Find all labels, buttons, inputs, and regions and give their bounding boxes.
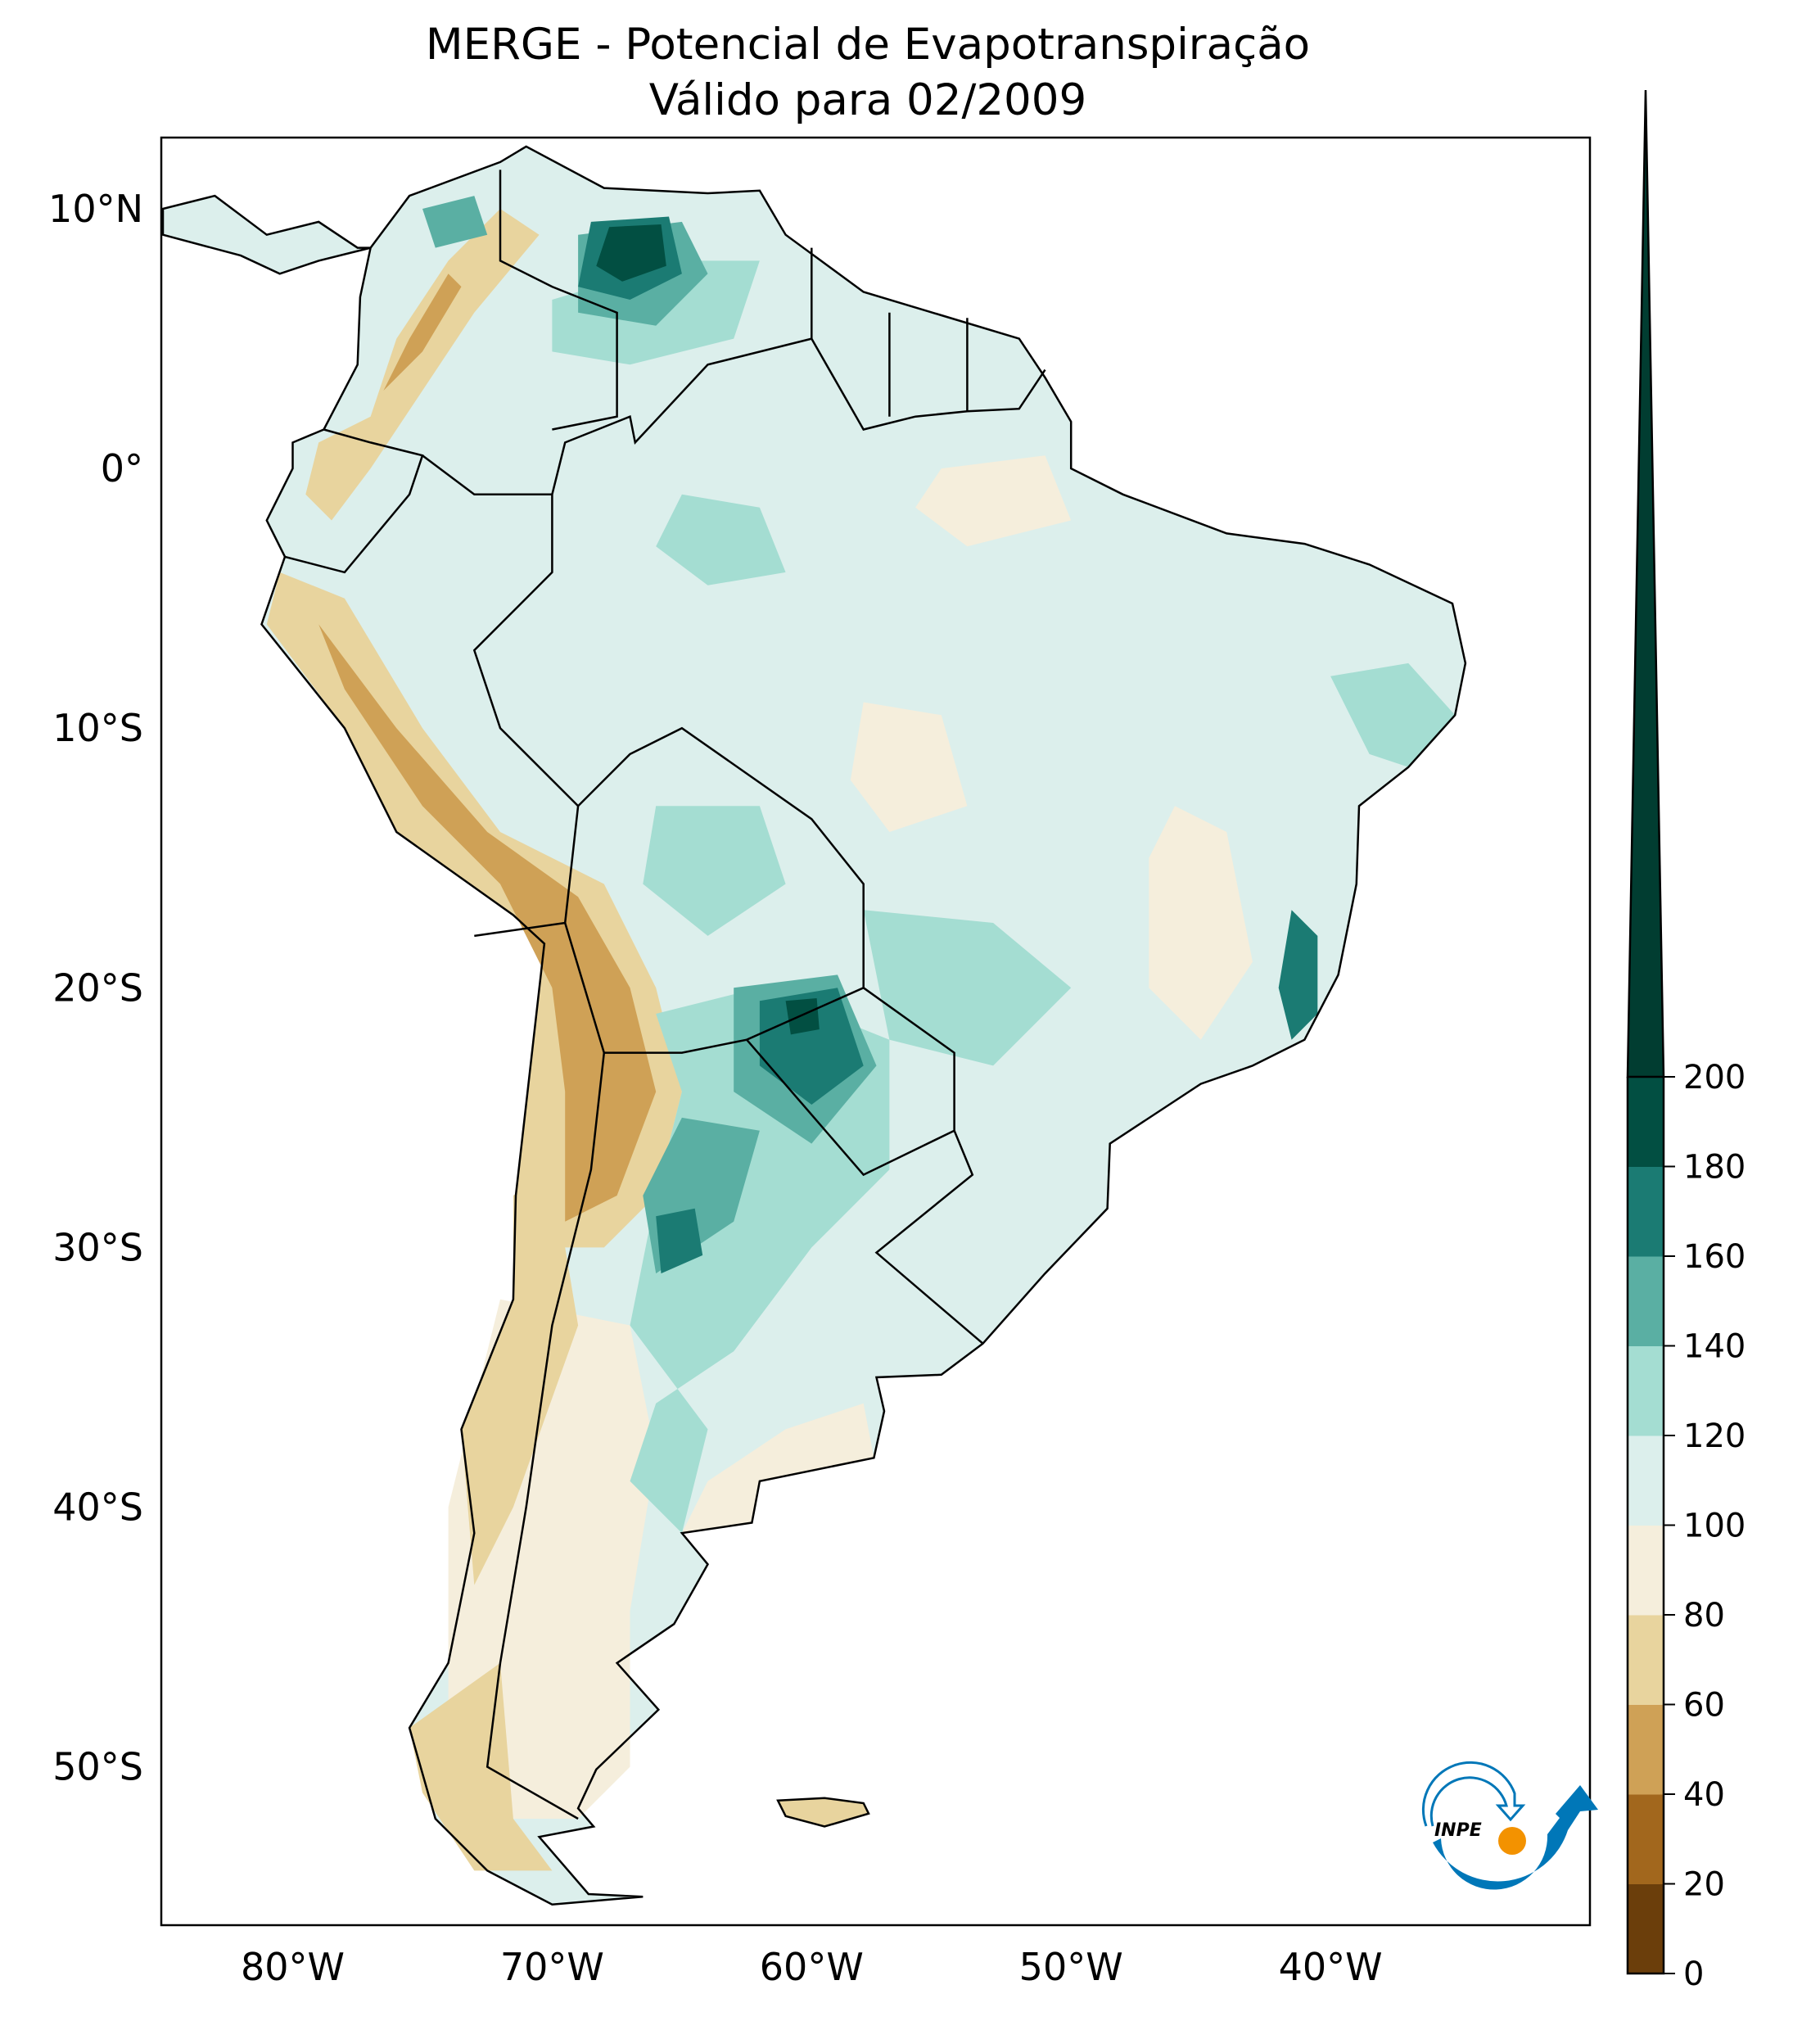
contour-region (850, 702, 968, 832)
lat-label: 20°S (52, 965, 143, 1010)
lon-label: 80°W (241, 1945, 345, 1989)
contour-region (409, 1662, 553, 1871)
land-contours (161, 145, 1467, 1906)
lat-label: 50°S (52, 1745, 143, 1789)
contour-region (785, 998, 820, 1035)
lon-label: 60°W (760, 1945, 864, 1989)
colorbar-tick-label: 20 (1683, 1866, 1725, 1904)
contour-region (422, 196, 488, 248)
colorbar-segment (1628, 1704, 1664, 1795)
contour-region (656, 494, 786, 585)
country-border (874, 1130, 984, 1345)
lon-label: 70°W (500, 1945, 604, 1989)
contour-region (759, 988, 864, 1105)
logo-arrow-icon (1433, 1785, 1598, 1890)
colorbar-segment (1628, 1435, 1664, 1526)
inpe-logo: INPE (1421, 1761, 1598, 1890)
country-border (563, 726, 865, 1054)
map-axes: 80°W 70°W 60°W 50°W 40°W 10°N 0° 10°S 20°S 30°S 40… (48, 187, 1383, 1989)
colorbar-segment (1628, 1077, 1664, 1167)
colorbar-tick-label: 80 (1683, 1597, 1725, 1634)
logo-sun-icon (1498, 1827, 1526, 1855)
lat-label: 30°S (52, 1225, 143, 1269)
lon-label: 40°W (1279, 1945, 1383, 1989)
contour-region (383, 274, 462, 391)
colorbar-tick-label: 160 (1683, 1238, 1745, 1276)
country-border (422, 454, 553, 496)
title-line-2: Válido para 02/2009 (649, 75, 1086, 125)
colorbar-tick-label: 40 (1683, 1776, 1725, 1814)
contour-region (461, 1169, 579, 1585)
colorbar-tick-label: 0 (1683, 1955, 1704, 1993)
country-border (474, 921, 606, 1820)
contour-region (643, 806, 786, 936)
lat-label: 0° (101, 446, 143, 491)
map-frame (160, 136, 1592, 1927)
colorbar-tick-label: 60 (1683, 1687, 1725, 1725)
contour-region (1149, 806, 1253, 1040)
colorbar-segment (1628, 1525, 1664, 1616)
contour-region (681, 1403, 874, 1534)
contour-region (863, 910, 1072, 1066)
colorbar-tick-label: 140 (1683, 1328, 1745, 1366)
contour-region (656, 1208, 703, 1274)
country-border (284, 428, 424, 574)
contour-region (1330, 662, 1456, 767)
contour-region (318, 624, 657, 1222)
contour-region (915, 455, 1072, 547)
lat-label: 40°S (52, 1485, 143, 1530)
title-line-1: MERGE - Potencial de Evapotranspiração (426, 20, 1310, 70)
colorbar-segment (1628, 1615, 1664, 1705)
logo-text: INPE (1434, 1820, 1482, 1841)
contour-region (1278, 910, 1318, 1040)
colorbar-tick-label: 120 (1683, 1417, 1745, 1455)
country-border (811, 337, 1046, 431)
colorbar-segment (1628, 1256, 1664, 1346)
lon-label: 50°W (1019, 1945, 1123, 1989)
colorbar-segment (1628, 1794, 1664, 1884)
lat-label: 10°N (48, 187, 143, 231)
contour-region (305, 209, 540, 521)
colorbar-tick-label: 180 (1683, 1149, 1745, 1187)
country-border (472, 247, 813, 807)
country-border (499, 170, 618, 431)
colorbar-tick-label: 100 (1683, 1508, 1745, 1545)
map-area (161, 138, 1590, 1925)
colorbar-segment (1628, 1166, 1664, 1257)
colorbar-segment (1628, 1883, 1664, 1974)
colorbar-segment (1628, 1345, 1664, 1436)
colorbar-tick-label: 200 (1683, 1059, 1745, 1096)
contour-region (596, 224, 666, 282)
lat-label: 10°S (52, 706, 143, 750)
colorbar-extend-arrow (1626, 89, 1665, 1078)
coastline (260, 145, 1467, 1906)
falkland-islands (776, 1797, 870, 1828)
colorbar: 0 20 40 60 80 100 120 140 160 180 200 (1626, 89, 1745, 1993)
